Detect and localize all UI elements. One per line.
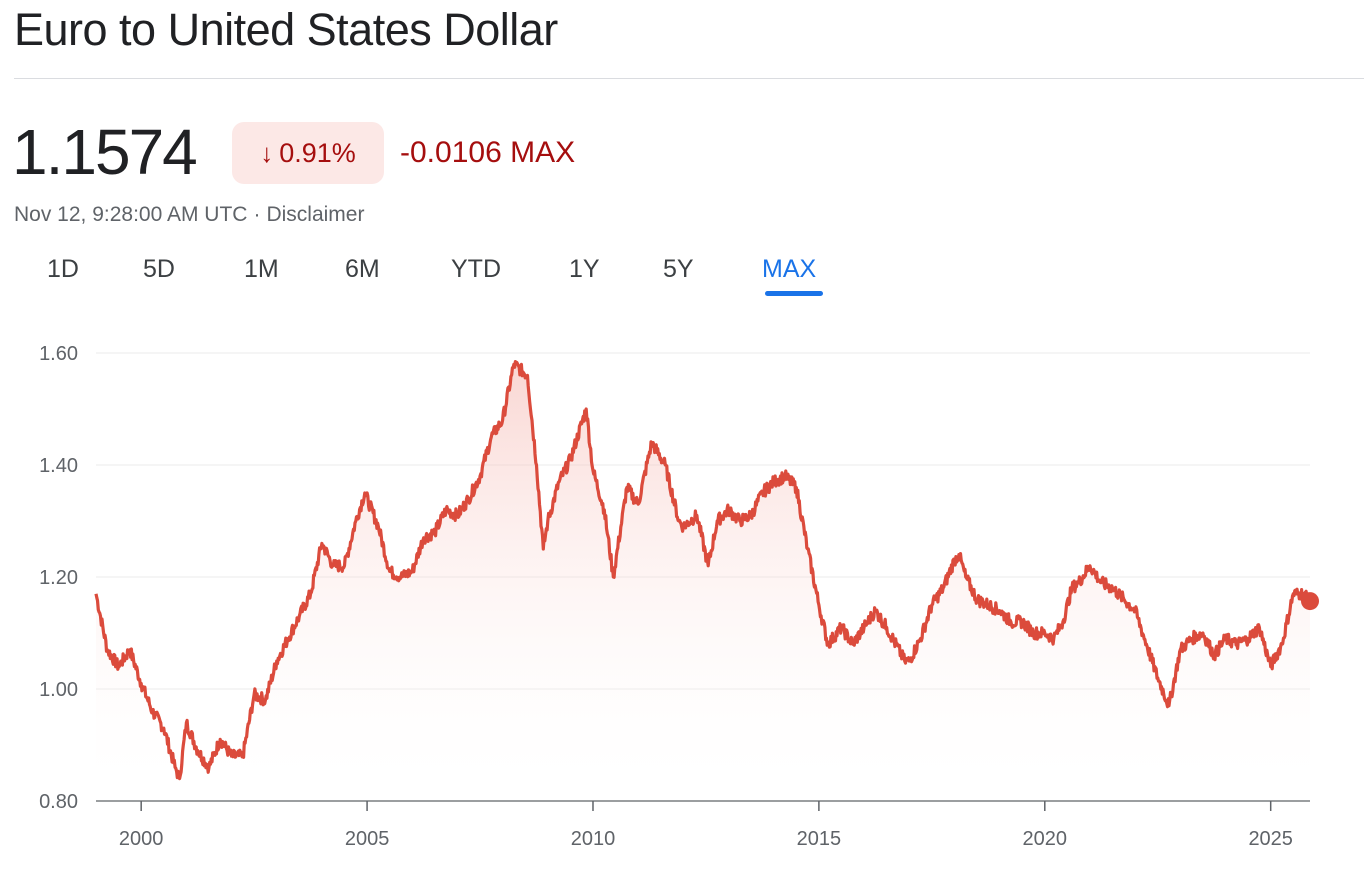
y-tick-label: 1.40 bbox=[39, 455, 78, 477]
disclaimer-link[interactable]: Disclaimer bbox=[266, 203, 365, 226]
x-tick-label: 2010 bbox=[571, 828, 616, 850]
last-price-dot[interactable] bbox=[1301, 592, 1319, 611]
price-area-fill bbox=[96, 361, 1310, 801]
timestamp: Nov 12, 9:28:00 AM UTC bbox=[14, 203, 248, 226]
active-tab-indicator bbox=[765, 291, 823, 296]
tab-max[interactable]: MAX bbox=[762, 255, 817, 283]
header-divider bbox=[14, 78, 1364, 79]
tab-ytd[interactable]: YTD bbox=[451, 255, 501, 283]
x-tick-label: 2005 bbox=[345, 828, 390, 850]
price-metadata: Nov 12, 9:28:00 AM UTC · Disclaimer bbox=[14, 203, 364, 227]
tab-1d[interactable]: 1D bbox=[47, 255, 79, 283]
x-tick-label: 2020 bbox=[1023, 828, 1068, 850]
current-price: 1.1574 bbox=[12, 116, 198, 188]
page-title: Euro to United States Dollar bbox=[14, 4, 558, 55]
price-series-line bbox=[94, 360, 1311, 781]
absolute-change: -0.0106 MAX bbox=[400, 136, 576, 169]
arrow-down-icon: ↓ bbox=[260, 137, 274, 168]
y-tick-label: 1.00 bbox=[39, 679, 78, 701]
y-tick-label: 1.60 bbox=[39, 343, 78, 365]
tab-5d[interactable]: 5D bbox=[143, 255, 175, 283]
price-chart[interactable]: 0.80 1.00 1.20 1.40 1.60 2000 2005 2010 2015 202… bbox=[0, 320, 1364, 876]
tab-6m[interactable]: 6M bbox=[345, 255, 380, 283]
x-tick-label: 2000 bbox=[119, 828, 164, 850]
range-tabs: 1D 5D 1M 6M YTD 1Y 5Y MAX bbox=[0, 255, 900, 305]
percent-change-value: 0.91% bbox=[279, 137, 356, 168]
x-tick-label: 2025 bbox=[1248, 828, 1293, 850]
x-tick-label: 2015 bbox=[797, 828, 842, 850]
x-axis-ticks: 2000 2005 2010 2015 2020 2025 bbox=[119, 801, 1293, 850]
separator-dot: · bbox=[253, 203, 261, 226]
y-tick-label: 0.80 bbox=[39, 791, 78, 813]
tab-5y[interactable]: 5Y bbox=[663, 255, 694, 283]
percent-change-badge: ↓ 0.91% bbox=[232, 122, 384, 184]
y-axis-ticks: 0.80 1.00 1.20 1.40 1.60 bbox=[39, 343, 78, 813]
y-tick-label: 1.20 bbox=[39, 567, 78, 589]
tab-1m[interactable]: 1M bbox=[244, 255, 279, 283]
tab-1y[interactable]: 1Y bbox=[569, 255, 600, 283]
